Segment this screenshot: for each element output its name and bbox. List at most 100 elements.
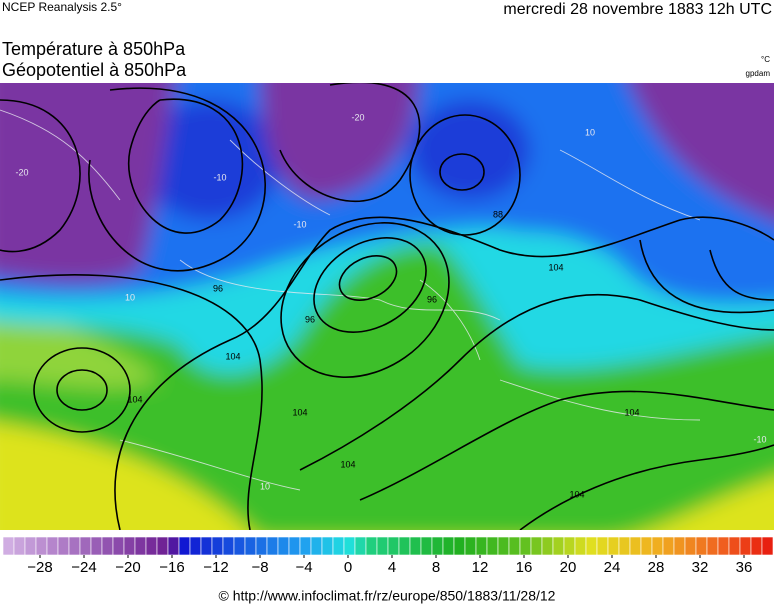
colorbar-cell [596, 536, 609, 556]
colorbar-cell [750, 536, 763, 556]
colorbar-cell [717, 536, 730, 556]
contour-label: 88 [493, 209, 503, 219]
colorbar-cell [629, 536, 642, 556]
colorbar-label: −8 [251, 559, 268, 576]
colorbar-cell [409, 536, 422, 556]
colorbar-cell [585, 536, 598, 556]
contour-label: 104 [340, 459, 355, 469]
colorbar-cell [376, 536, 389, 556]
colorbar-cell [431, 536, 444, 556]
colorbar-cell [464, 536, 477, 556]
colorbar-cell [178, 536, 191, 556]
colorbar-cell [541, 536, 554, 556]
colorbar-cell [618, 536, 631, 556]
contour-label: 10 [260, 481, 270, 491]
colorbar-cell [277, 536, 290, 556]
colorbar-label: 36 [736, 559, 753, 576]
contour-label: 104 [569, 489, 584, 499]
contour-label: -20 [15, 167, 28, 177]
colorbar-cell [519, 536, 532, 556]
colorbar-cell [244, 536, 257, 556]
colorbar-label: −28 [27, 559, 52, 576]
colorbar-cell [35, 536, 48, 556]
contour-label: 104 [127, 394, 142, 404]
colorbar-cell [343, 536, 356, 556]
title: Température à 850hPa [2, 39, 186, 59]
colorbar-cell [24, 536, 37, 556]
colorbar-label: −24 [71, 559, 96, 576]
colorbar-cell [233, 536, 246, 556]
colorbar-label: 28 [648, 559, 665, 576]
colorbar-cell [530, 536, 543, 556]
colorbar-label: 8 [432, 559, 440, 576]
colorbar-cell [167, 536, 180, 556]
colorbar-cell [706, 536, 719, 556]
colorbar-cell [563, 536, 576, 556]
footer: © http://www.infoclimat.fr/rz/europe/850… [219, 588, 556, 604]
contour-label: -10 [753, 434, 766, 444]
colorbar-cell [156, 536, 169, 556]
colorbar-cell [651, 536, 664, 556]
colorbar-cell [145, 536, 158, 556]
colorbar-cell [266, 536, 279, 556]
colorbar-cell [739, 536, 752, 556]
colorbar-label: 20 [560, 559, 577, 576]
colorbar-cell [761, 536, 774, 556]
contour-label: 104 [548, 262, 563, 272]
contour-label: -10 [293, 219, 306, 229]
colorbar-cell [123, 536, 136, 556]
colorbar-cell [695, 536, 708, 556]
colorbar-cell [57, 536, 70, 556]
contour-label: 104 [292, 407, 307, 417]
colorbar-cell [607, 536, 620, 556]
contour-label: 10 [125, 292, 135, 302]
colorbar-cell [200, 536, 213, 556]
contour-label: 96 [427, 294, 437, 304]
contour-label: 96 [213, 283, 223, 293]
colorbar-cell [332, 536, 345, 556]
map: -20 -10 -10 -20 10 10 96 96 88 96 104 104 104 104 104 1… [0, 83, 774, 530]
colorbar-cell [684, 536, 697, 556]
colorbar-cell [101, 536, 114, 556]
colorbar-cell [299, 536, 312, 556]
colorbar-cell [288, 536, 301, 556]
colorbar-cell [68, 536, 81, 556]
title: Géopotentiel à 850hPa [2, 60, 187, 80]
colorbar-cell [475, 536, 488, 556]
colorbar-label: 12 [472, 559, 489, 576]
colorbar-cell [574, 536, 587, 556]
colorbar-cell [112, 536, 125, 556]
colorbar-cell [13, 536, 26, 556]
colorbar-label: −16 [159, 559, 184, 576]
contour-label: -20 [351, 112, 364, 122]
date: mercredi 28 novembre 1883 12h UTC [503, 1, 772, 18]
colorbar-label: −4 [295, 559, 312, 576]
unit: °C [761, 55, 770, 64]
contour-label: 10 [585, 127, 595, 137]
colorbar-cell [365, 536, 378, 556]
colorbar-cell [90, 536, 103, 556]
colorbar-label: 32 [692, 559, 709, 576]
contour-label: 104 [624, 407, 639, 417]
colorbar-label: 24 [604, 559, 621, 576]
unit: gpdam [746, 69, 771, 78]
colorbar-label: −12 [203, 559, 228, 576]
colorbar-cell [189, 536, 202, 556]
colorbar-cell [46, 536, 59, 556]
colorbar-cell [211, 536, 224, 556]
colorbar-cell [640, 536, 653, 556]
colorbar-cell [662, 536, 675, 556]
colorbar-cell [222, 536, 235, 556]
contour-label: 104 [225, 351, 240, 361]
colorbar-label: 0 [344, 559, 352, 576]
colorbar-label: −20 [115, 559, 140, 576]
colorbar-cell [255, 536, 268, 556]
colorbar-cell [387, 536, 400, 556]
colorbar-cell [398, 536, 411, 556]
source: NCEP Reanalysis 2.5° [2, 0, 122, 14]
colorbar-cell [321, 536, 334, 556]
colorbar-cell [354, 536, 367, 556]
colorbar-cell [79, 536, 92, 556]
colorbar-cell [2, 536, 15, 556]
